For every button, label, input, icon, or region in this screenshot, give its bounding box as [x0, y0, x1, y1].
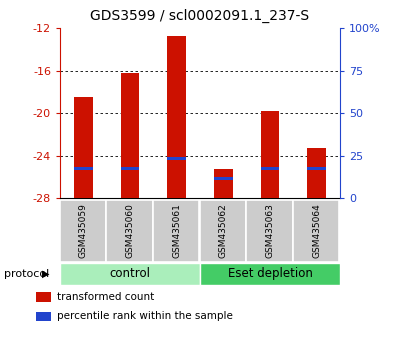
Bar — [60, 263, 200, 285]
Text: transformed count: transformed count — [57, 292, 154, 302]
Bar — [246, 200, 293, 262]
Bar — [36, 292, 51, 302]
Bar — [153, 200, 199, 262]
Text: percentile rank within the sample: percentile rank within the sample — [57, 312, 232, 321]
Text: protocol: protocol — [4, 269, 49, 279]
Text: GSM435061: GSM435061 — [172, 204, 181, 258]
Text: GSM435062: GSM435062 — [219, 204, 228, 258]
Bar — [167, 36, 186, 198]
Bar — [293, 200, 339, 262]
Text: GSM435060: GSM435060 — [126, 204, 134, 258]
Bar — [307, 167, 326, 170]
Text: GDS3599 / scl0002091.1_237-S: GDS3599 / scl0002091.1_237-S — [90, 9, 310, 23]
Bar — [200, 263, 340, 285]
Text: GSM435063: GSM435063 — [266, 204, 274, 258]
Bar — [36, 312, 51, 321]
Bar — [74, 167, 93, 170]
Bar — [106, 200, 153, 262]
Bar — [200, 200, 246, 262]
Text: GSM435064: GSM435064 — [312, 204, 321, 258]
Bar — [261, 167, 279, 170]
Bar — [74, 97, 93, 198]
Text: control: control — [110, 267, 150, 280]
Bar — [307, 148, 326, 198]
Text: Eset depletion: Eset depletion — [228, 267, 312, 280]
Bar — [261, 111, 279, 198]
Text: GSM435059: GSM435059 — [79, 204, 88, 258]
Bar — [60, 200, 106, 262]
Bar — [121, 73, 139, 198]
Bar — [167, 158, 186, 160]
Bar — [121, 167, 139, 170]
Text: ▶: ▶ — [42, 269, 50, 279]
Bar — [214, 177, 233, 179]
Bar — [214, 169, 233, 198]
